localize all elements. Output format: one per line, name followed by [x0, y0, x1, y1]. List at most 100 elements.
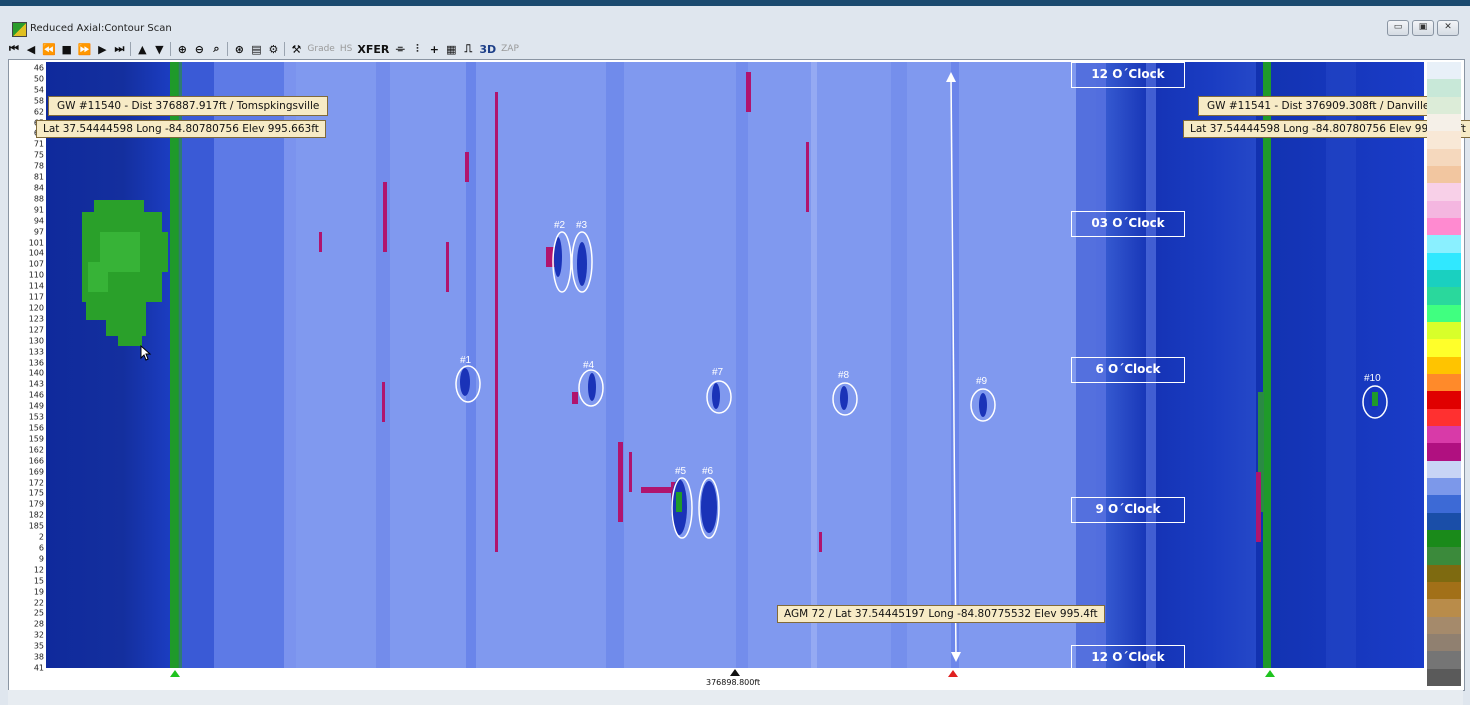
minimize-button[interactable]: ▭ [1387, 20, 1409, 36]
left-weld-marker-icon[interactable] [170, 670, 180, 677]
toolbar: ⏮ ◀ ⏪ ■ ⏩ ▶ ⏭ ▲ ▼ ⊕ ⊖ ⌕ ⊛ ▤ ⚙ ⚒ Grade HS XFER ⌯ ⫶ + ▦ ⎍ 3D ZAP [8, 39, 1463, 59]
report-button[interactable]: ▤ [251, 42, 262, 56]
anomaly-10-circle[interactable] [1362, 385, 1388, 419]
anomaly-10-label: #10 [1364, 373, 1381, 384]
anomaly-9-label: #9 [976, 376, 988, 387]
anomaly-4-circle[interactable] [578, 369, 604, 407]
y-tick-label: 78 [33, 161, 44, 171]
y-tick-label: 123 [28, 314, 44, 324]
agm-arrow-top [946, 72, 956, 82]
right-weld-defect [1256, 472, 1261, 542]
legend-swatch [1427, 79, 1461, 98]
rewind-button[interactable]: ⏪ [42, 42, 56, 56]
legend-swatch [1427, 530, 1461, 548]
graph-button[interactable]: ⎍ [464, 42, 473, 55]
legend-swatch [1427, 634, 1461, 652]
gw-11541-label: GW #11541 - Dist 376909.308ft / Danville [1198, 96, 1439, 116]
legend-swatch [1427, 460, 1461, 479]
legend-swatch [1427, 668, 1461, 687]
left-dark-band [46, 62, 174, 668]
legend-swatch [1427, 218, 1461, 236]
right-weld-marker-icon[interactable] [1265, 670, 1275, 677]
y-tick-label: 127 [28, 325, 44, 335]
grade-button[interactable]: Grade [307, 44, 335, 54]
anomaly-5-circle[interactable] [671, 477, 693, 539]
agm-arrow-bottom [951, 652, 961, 662]
anomaly-2-circle[interactable] [552, 231, 572, 293]
y-tick-label: 153 [28, 412, 44, 422]
zoom-reset-button[interactable]: ⌕ [213, 42, 220, 55]
y-tick-label: 146 [28, 390, 44, 400]
y-tick-label: 71 [33, 139, 44, 149]
settings-button[interactable]: ⚙ [268, 42, 279, 56]
legend-swatch [1427, 339, 1461, 358]
od-button[interactable]: ▦ [446, 42, 457, 56]
clock-label-06: 6 O´Clock [1071, 357, 1185, 383]
first-frame-button[interactable]: ⏮ [9, 42, 19, 55]
left-weld-seam [170, 62, 179, 668]
y-tick-label: 46 [33, 63, 44, 73]
xfer-button[interactable]: XFER [357, 42, 390, 56]
anomaly-7-circle[interactable] [706, 380, 732, 414]
down-button[interactable]: ▼ [155, 42, 164, 56]
toolbar-separator [170, 42, 172, 56]
anomaly-9-circle[interactable] [970, 388, 996, 422]
zoom-in-button[interactable]: ⊕ [177, 42, 188, 56]
y-tick-label: 185 [28, 521, 44, 531]
corrosion-cluster-highlights [88, 232, 140, 292]
step-back-button[interactable]: ◀ [26, 42, 36, 56]
hammer-button[interactable]: ⚒ [291, 42, 302, 56]
last-frame-button[interactable]: ⏭ [114, 42, 125, 55]
agm-marker-icon[interactable] [948, 670, 958, 677]
legend-swatch [1427, 356, 1461, 375]
hs-button[interactable]: HS [339, 44, 353, 54]
y-tick-label: 114 [28, 281, 44, 291]
legend-swatch [1427, 287, 1461, 306]
anomaly-7-label: #7 [712, 367, 724, 378]
y-tick-label: 172 [28, 478, 44, 488]
play-button[interactable]: ▶ [98, 42, 107, 56]
legend-swatch [1427, 564, 1461, 583]
zoom-out-button[interactable]: ⊖ [194, 42, 205, 56]
cursor-marker-icon[interactable] [730, 669, 740, 676]
color-legend [1427, 62, 1461, 687]
pipe-button[interactable]: ⊛ [234, 42, 245, 56]
y-tick-label: 149 [28, 401, 44, 411]
legend-swatch [1427, 304, 1461, 323]
y-tick-label: 101 [28, 238, 44, 248]
right-dark-band [1106, 62, 1256, 668]
profile-button[interactable]: ⌯ [395, 42, 405, 55]
legend-swatch [1427, 148, 1461, 167]
clock-label-03: 03 O´Clock [1071, 211, 1185, 237]
view-3d-button[interactable]: 3D [479, 42, 497, 56]
x-axis: 376898.800ft [46, 668, 1424, 689]
anomaly-8-circle[interactable] [832, 382, 858, 416]
scan-mid-region [296, 62, 1096, 668]
zap-button[interactable]: ZAP [501, 44, 519, 54]
legend-swatch [1427, 547, 1461, 566]
contour-scan-view[interactable]: #1 #2 #3 #4 #5 #6 #7 #8 #9 #10 [46, 62, 1424, 668]
anomaly-6-circle[interactable] [698, 477, 720, 539]
anomaly-6-label: #6 [702, 466, 714, 477]
y-tick-label: 19 [33, 587, 44, 597]
align-button[interactable]: ⫶ [415, 42, 419, 55]
close-button[interactable]: ✕ [1437, 20, 1459, 36]
y-tick-label: 120 [28, 303, 44, 313]
legend-swatch [1427, 200, 1461, 219]
y-tick-label: 94 [33, 216, 44, 226]
axial-streaks [376, 62, 1106, 668]
title-bar: Reduced Axial:Contour Scan ▭ ▣ ✕ [8, 20, 1463, 38]
anomaly-3-circle[interactable] [571, 231, 593, 293]
y-tick-label: 28 [33, 619, 44, 629]
window-controls: ▭ ▣ ✕ [1387, 20, 1459, 36]
up-button[interactable]: ▲ [138, 42, 147, 56]
anomaly-1-circle[interactable] [455, 365, 481, 403]
pit-shadows [460, 237, 1379, 535]
legend-swatch [1427, 512, 1461, 531]
legend-swatch [1427, 443, 1461, 462]
fast-forward-button[interactable]: ⏩ [77, 42, 92, 56]
maximize-button[interactable]: ▣ [1412, 20, 1434, 36]
stop-button[interactable]: ■ [61, 42, 72, 56]
y-tick-label: 140 [28, 368, 44, 378]
crosshair-button[interactable]: + [429, 42, 439, 56]
